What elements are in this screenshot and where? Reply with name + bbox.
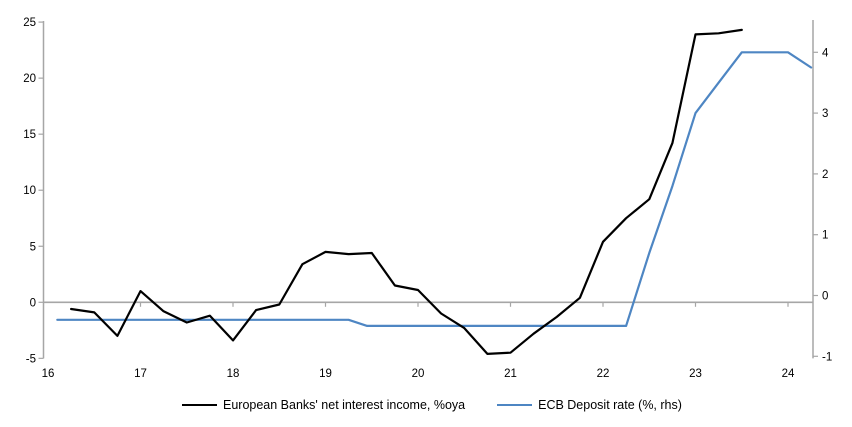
legend: European Banks' net interest income, %oy… [182,396,682,414]
right-axis-tick-label: 4 [822,47,829,59]
x-axis-tick-label: 19 [319,368,332,380]
left-axis-tick-label: 5 [30,241,36,253]
ecb-deposit-rate-line [56,51,813,327]
right-axis-tick-label: 1 [822,230,828,242]
x-axis-tick-label: 20 [412,368,425,380]
right-axis-tick-label: -1 [822,351,832,363]
ecb-rate-legend-label: ECB Deposit rate (%, rhs) [538,398,682,412]
left-axis-tick-label: 10 [23,185,36,197]
net-interest-income-line [69,28,743,355]
x-axis-tick-label: 18 [227,368,240,380]
x-axis-tick-label: 24 [782,368,795,380]
x-axis-tick-label: 17 [134,368,147,380]
right-axis-tick-label: 0 [822,291,828,303]
right-axis-tick-label: 2 [822,169,828,181]
nii-legend-label: European Banks' net interest income, %oy… [223,398,466,412]
x-axis-tick-label: 22 [597,368,610,380]
x-axis-tick-label: 16 [42,368,55,380]
left-axis-tick-label: 20 [23,73,36,85]
left-axis-tick-label: 25 [23,17,36,29]
x-axis-tick-label: 23 [689,368,702,380]
left-axis-tick-label: 15 [23,129,36,141]
left-axis-tick-label: 0 [30,297,36,309]
left-axis-tick-label: -5 [26,353,36,365]
legend-item-ecb-deposit-rate: ECB Deposit rate (%, rhs) [497,396,682,414]
x-axis-tick-label: 21 [504,368,517,380]
right-axis-tick-label: 3 [822,108,828,120]
legend-item-net-interest-income: European Banks' net interest income, %oy… [182,396,465,414]
ecb-rate-line-swatch-icon [497,404,533,406]
nii-line-swatch-icon [182,404,217,406]
